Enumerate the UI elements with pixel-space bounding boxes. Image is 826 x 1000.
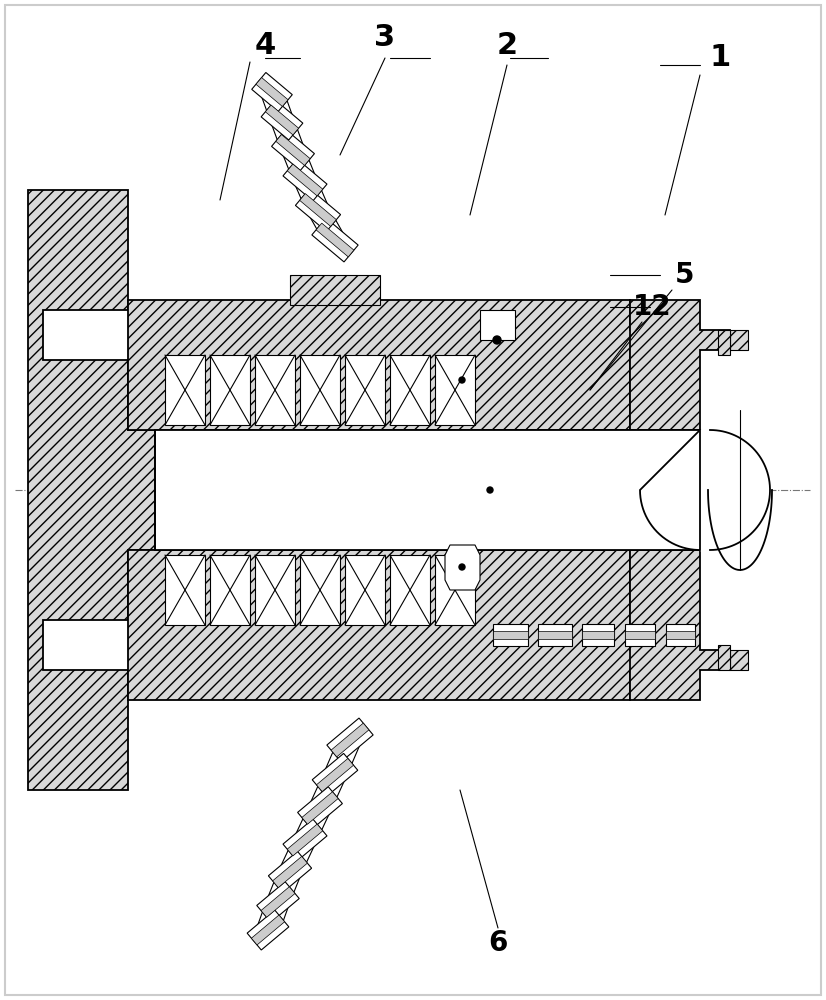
Polygon shape: [265, 105, 299, 135]
Polygon shape: [582, 624, 614, 646]
Polygon shape: [247, 910, 289, 950]
Polygon shape: [666, 631, 695, 639]
Bar: [165, 355, 205, 425]
Polygon shape: [312, 218, 358, 262]
Polygon shape: [273, 856, 307, 888]
Polygon shape: [630, 550, 730, 700]
Bar: [390, 355, 430, 425]
Bar: [345, 355, 385, 425]
Polygon shape: [257, 882, 299, 922]
Polygon shape: [252, 72, 292, 112]
Polygon shape: [445, 545, 480, 590]
Text: 2: 2: [496, 30, 518, 60]
Polygon shape: [640, 430, 760, 550]
Polygon shape: [316, 223, 354, 257]
Bar: [210, 355, 250, 425]
Polygon shape: [582, 631, 614, 639]
Polygon shape: [251, 915, 285, 945]
Bar: [155, 430, 700, 550]
Bar: [165, 555, 205, 625]
Circle shape: [487, 487, 493, 493]
Polygon shape: [624, 631, 655, 639]
Bar: [155, 430, 685, 550]
Polygon shape: [666, 624, 695, 646]
Circle shape: [459, 377, 465, 383]
Circle shape: [459, 564, 465, 570]
Polygon shape: [256, 78, 288, 106]
Bar: [480, 310, 515, 340]
Polygon shape: [624, 624, 655, 646]
Text: 5: 5: [675, 261, 695, 289]
Text: 4: 4: [254, 30, 276, 60]
Bar: [300, 555, 340, 625]
Polygon shape: [630, 300, 730, 430]
Circle shape: [493, 336, 501, 344]
Polygon shape: [290, 275, 380, 305]
Polygon shape: [312, 753, 358, 797]
Polygon shape: [128, 300, 695, 430]
Bar: [255, 555, 295, 625]
Polygon shape: [155, 550, 330, 650]
Polygon shape: [261, 100, 303, 140]
Polygon shape: [492, 624, 528, 646]
Polygon shape: [276, 135, 311, 165]
Polygon shape: [287, 824, 323, 856]
Polygon shape: [272, 130, 315, 170]
Polygon shape: [283, 159, 327, 201]
Bar: [435, 355, 475, 425]
Bar: [730, 330, 748, 350]
Polygon shape: [283, 819, 327, 861]
Bar: [210, 555, 250, 625]
Polygon shape: [492, 631, 528, 639]
Bar: [345, 555, 385, 625]
Text: 1: 1: [710, 43, 731, 73]
Bar: [718, 330, 730, 355]
Polygon shape: [539, 624, 572, 646]
Polygon shape: [155, 330, 330, 430]
Polygon shape: [316, 758, 354, 792]
Bar: [390, 555, 430, 625]
Text: 6: 6: [488, 929, 508, 957]
Bar: [435, 555, 475, 625]
Polygon shape: [296, 189, 340, 231]
Polygon shape: [301, 792, 338, 824]
Text: 12: 12: [633, 293, 672, 321]
Text: 3: 3: [374, 23, 396, 52]
Polygon shape: [300, 194, 336, 226]
Polygon shape: [287, 164, 323, 196]
Bar: [730, 650, 748, 670]
Polygon shape: [128, 550, 695, 700]
Bar: [300, 355, 340, 425]
Bar: [718, 645, 730, 670]
Polygon shape: [261, 887, 295, 917]
Polygon shape: [28, 190, 155, 790]
Bar: [255, 355, 295, 425]
Polygon shape: [327, 718, 373, 762]
Polygon shape: [268, 851, 311, 893]
Polygon shape: [331, 723, 369, 757]
Polygon shape: [539, 631, 572, 639]
Polygon shape: [297, 787, 343, 829]
